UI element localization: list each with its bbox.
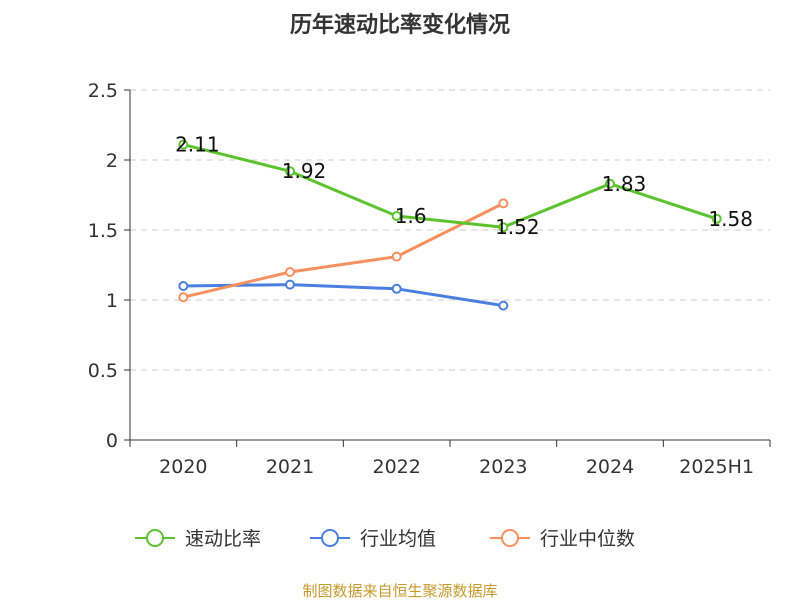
data-point — [285, 267, 295, 277]
y-tick-label: 0 — [106, 430, 118, 452]
y-tick-label: 1 — [106, 290, 118, 312]
data-point — [391, 283, 402, 294]
data-label: 1.92 — [282, 159, 327, 183]
series-line — [183, 283, 504, 308]
legend-label: 行业中位数 — [540, 528, 635, 550]
x-tick-label: 2025H1 — [679, 456, 754, 478]
legend-label: 速动比率 — [185, 528, 261, 550]
legend-swatch-marker — [146, 529, 164, 547]
data-label: 1.6 — [395, 204, 427, 228]
legend-swatch-marker — [321, 529, 339, 547]
data-point — [285, 166, 295, 177]
data-label: 1.83 — [602, 172, 647, 196]
data-point — [178, 139, 189, 150]
data-point — [391, 211, 402, 221]
legend-swatch-marker — [501, 529, 519, 547]
legend-label: 行业均值 — [360, 528, 436, 550]
data-labels: 2.11 1.92 1.6 1.52 1.83 1.58 — [175, 133, 753, 240]
data-point — [711, 213, 722, 224]
data-label: 1.52 — [495, 215, 540, 239]
y-tick-label: 2 — [106, 150, 118, 172]
series-line — [182, 202, 505, 299]
y-tick-label: 2.5 — [88, 80, 118, 102]
chart-title: 历年速动比率变化情况 — [290, 12, 510, 38]
x-tick-label: 2021 — [266, 456, 314, 478]
x-tick-label: 2020 — [159, 456, 207, 478]
data-point — [498, 300, 509, 311]
data-point — [391, 251, 402, 262]
series-group — [178, 139, 722, 311]
data-label: 1.58 — [708, 207, 753, 231]
x-tick-label: 2022 — [372, 456, 420, 478]
x-tick-label: 2024 — [586, 456, 634, 478]
data-label: 2.11 — [175, 133, 220, 157]
data-point — [605, 178, 615, 189]
y-tick-label: 0.5 — [88, 360, 118, 382]
data-point — [178, 292, 189, 303]
series-line — [182, 143, 718, 229]
data-point — [498, 198, 509, 209]
data-point — [285, 279, 295, 290]
x-tick-label: 2023 — [479, 456, 527, 478]
data-point — [178, 281, 189, 291]
source-note: 制图数据来自恒生聚源数据库 — [302, 582, 497, 600]
data-point — [498, 222, 509, 233]
legend: 速动比率 行业均值 行业中位数 — [135, 528, 635, 550]
y-tick-label: 1.5 — [88, 220, 118, 242]
